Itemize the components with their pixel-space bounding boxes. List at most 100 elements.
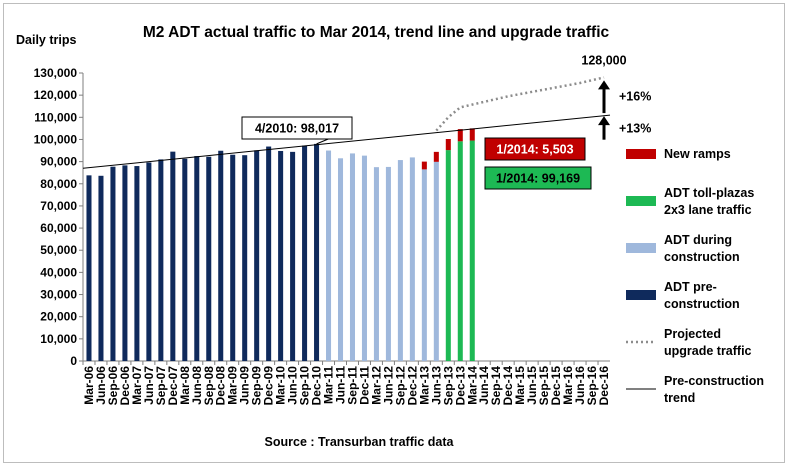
bar-adt-pre-construction — [302, 145, 308, 361]
bar-adt-pre-construction — [98, 175, 104, 361]
bar-adt-pre-construction — [146, 162, 152, 361]
legend-label-pre-construction-trend: trend — [664, 391, 695, 405]
y-tick-label: 40,000 — [40, 265, 77, 279]
x-tick-label: Sep-12 — [393, 366, 407, 406]
bar-new-ramps — [445, 139, 451, 151]
legend-label-adt-toll-plazas-2x3-lane-traffic: 2x3 lane traffic — [664, 203, 752, 217]
bar-adt-during-construction — [433, 161, 439, 361]
bar-adt-during-construction — [361, 155, 367, 361]
legend-swatch-adt-toll-plazas-2x3-lane-traffic — [626, 196, 656, 206]
bar-new-ramps — [457, 129, 463, 142]
x-tick-label: Sep-11 — [345, 366, 359, 405]
x-tick-label: Dec-10 — [310, 366, 324, 406]
bar-adt-during-construction — [385, 166, 391, 361]
x-tick-label: Dec-16 — [597, 366, 611, 406]
x-tick-label: Mar-12 — [369, 366, 383, 405]
x-tick-label: Dec-12 — [405, 366, 419, 406]
bar-adt-pre-construction — [206, 156, 212, 361]
legend-label-pre-construction-trend: Pre-construction — [664, 374, 764, 388]
legend-label-projected-upgrade-traffic: upgrade traffic — [664, 344, 752, 358]
y-tick-label: 80,000 — [40, 177, 77, 191]
bar-adt-pre-construction — [182, 158, 188, 361]
y-tick-label: 120,000 — [34, 88, 78, 102]
legend-swatch-adt-during-construction — [626, 243, 656, 253]
bar-new-ramps — [433, 151, 439, 162]
bar-adt-during-construction — [397, 160, 403, 361]
y-tick-label: 110,000 — [34, 110, 77, 124]
x-tick-label: Dec-13 — [453, 366, 467, 406]
y-tick-label: 30,000 — [40, 288, 77, 302]
x-tick-label: Dec-14 — [501, 366, 515, 406]
x-tick-label: Jun-10 — [286, 366, 300, 405]
projected-line — [435, 76, 605, 132]
lines-layer — [82, 76, 611, 169]
annotation-toll-plazas-box — [484, 166, 592, 190]
x-tick-label: Dec-15 — [549, 366, 563, 406]
y-tick-label: 130,000 — [34, 66, 78, 80]
legend-label-adt-during-construction: construction — [664, 250, 740, 264]
axes: 0 10,000 20,000 30,000 40,000 50,000 60,000 70,… — [34, 66, 611, 405]
x-tick-label: Jun-09 — [238, 366, 252, 405]
bar-adt-during-construction — [373, 167, 379, 361]
x-tick-label: Mar-10 — [274, 366, 288, 405]
legend-swatch-adt-pre-construction — [626, 290, 656, 300]
x-tick-label: Jun-14 — [477, 366, 491, 405]
x-tick-label: Sep-07 — [154, 366, 168, 406]
x-tick-label: Sep-09 — [250, 366, 264, 406]
legend-label-projected-upgrade-traffic: Projected — [664, 327, 721, 341]
y-tick-label: 20,000 — [40, 310, 77, 324]
x-tick-label: Jun-07 — [142, 366, 156, 405]
x-tick-label: Jun-15 — [525, 366, 539, 405]
arrow-13-head — [598, 116, 611, 126]
x-tick-label: Jun-08 — [190, 366, 204, 405]
x-tick-label: Jun-16 — [573, 366, 587, 405]
legend-label-adt-during-construction: ADT during — [664, 233, 732, 247]
x-tick-label: Mar-09 — [226, 366, 240, 405]
annotation-toll-plazas: 1/2014: 99,169 — [496, 172, 580, 186]
x-tick-label: Mar-16 — [561, 366, 575, 405]
bar-adt-toll-plazas-2x3-lane-traffic — [469, 140, 475, 361]
x-tick-label: Sep-15 — [537, 366, 551, 406]
bar-adt-pre-construction — [266, 146, 272, 361]
bar-adt-during-construction — [349, 153, 356, 361]
x-tick-label: Dec-11 — [357, 366, 371, 405]
bar-adt-pre-construction — [158, 159, 164, 361]
bar-adt-pre-construction — [86, 175, 92, 361]
bar-adt-pre-construction — [278, 150, 284, 361]
x-tick-label: Mar-06 — [82, 366, 96, 405]
legend-label-adt-pre-construction: construction — [664, 297, 740, 311]
y-tick-label: 70,000 — [40, 199, 77, 213]
x-tick-label: Dec-07 — [166, 366, 180, 406]
legend-label-new-ramps: New ramps — [664, 147, 731, 161]
bar-adt-pre-construction — [122, 165, 128, 361]
bars-layer — [86, 128, 475, 361]
bar-adt-during-construction — [337, 158, 344, 361]
annotation-new-ramps-box — [484, 137, 586, 161]
x-tick-label: Jun-13 — [429, 366, 443, 405]
chart-title: M2 ADT actual traffic to Mar 2014, trend… — [143, 24, 610, 41]
source-note: Source : Transurban traffic data — [265, 435, 455, 449]
y-tick-label: 60,000 — [40, 221, 77, 235]
legend-swatch-new-ramps — [626, 149, 656, 159]
bar-adt-during-construction — [421, 169, 427, 361]
x-tick-label: Mar-07 — [130, 366, 144, 405]
x-tick-label: Sep-14 — [489, 366, 503, 406]
x-tick-label: Jun-11 — [334, 366, 348, 404]
y-tick-label: 10,000 — [40, 332, 77, 346]
x-tick-label: Mar-13 — [417, 366, 431, 405]
bar-adt-toll-plazas-2x3-lane-traffic — [457, 141, 463, 361]
x-tick-label: Mar-11 — [322, 366, 336, 404]
legend-label-adt-toll-plazas-2x3-lane-traffic: ADT toll-plazas — [664, 186, 754, 200]
legend-label-adt-pre-construction: ADT pre- — [664, 280, 717, 294]
bar-adt-pre-construction — [110, 166, 116, 361]
bar-adt-pre-construction — [194, 156, 200, 361]
y-tick-label: 100,000 — [34, 132, 78, 146]
bar-adt-toll-plazas-2x3-lane-traffic — [445, 150, 451, 361]
bar-adt-during-construction — [326, 150, 332, 361]
annotation-plus-16: +16% — [619, 89, 651, 103]
x-tick-label: Jun-12 — [381, 366, 395, 405]
bar-adt-pre-construction — [134, 166, 140, 361]
bar-adt-during-construction — [409, 157, 415, 361]
x-tick-label: Sep-10 — [298, 366, 312, 406]
bar-adt-pre-construction — [254, 150, 260, 361]
